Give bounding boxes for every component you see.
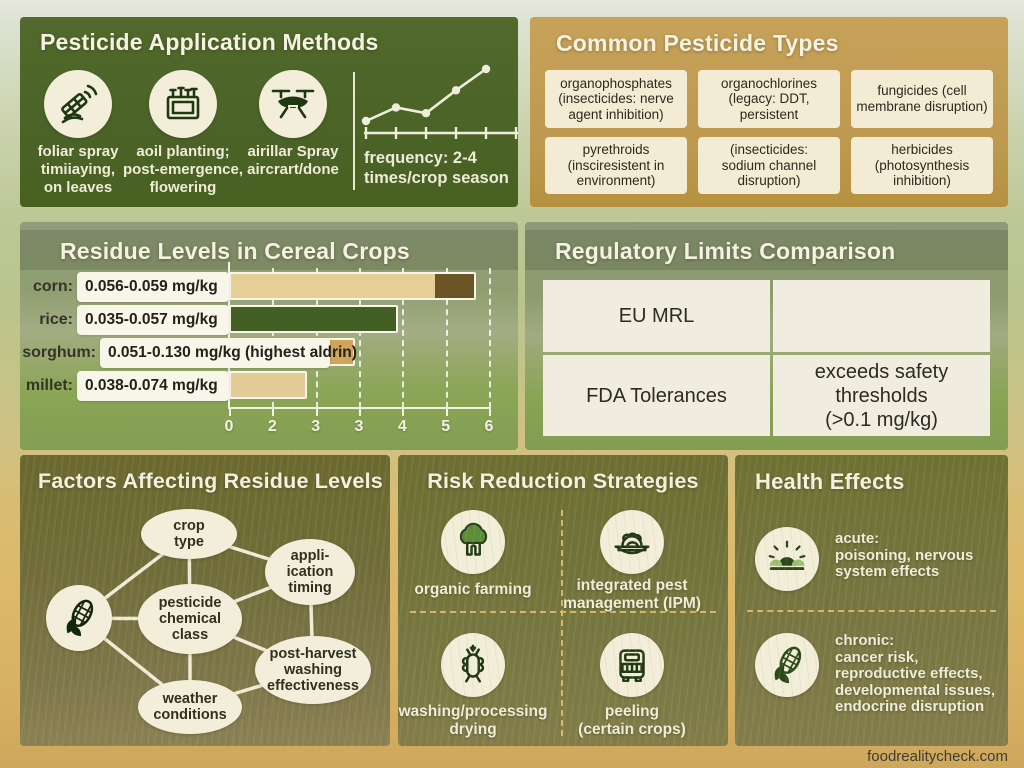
limits-table: EU MRL FDA Tolerances exceeds safety thr…: [543, 280, 990, 436]
method-label: foliar spray timiiaying, on leaves: [37, 143, 119, 196]
drone-icon: [259, 70, 327, 138]
panel-title: Factors Affecting Residue Levels: [38, 469, 383, 493]
value-label-box: 0.038-0.074 mg/kg: [77, 371, 229, 401]
type-box: organochlorines (legacy: DDT, persistent: [698, 70, 840, 128]
factor-node: pesticide chemical class: [138, 584, 242, 654]
title-band: [20, 230, 518, 270]
type-box: organophosphates (insecticides: nerve ag…: [545, 70, 687, 128]
table-cell: exceeds safety thresholds (>0.1 mg/kg): [773, 355, 990, 436]
panel-title: Pesticide Application Methods: [40, 29, 379, 55]
sunrise-icon: [755, 527, 819, 591]
panel-application-methods: Pesticide Application Methods: [20, 17, 518, 207]
panel-regulatory-limits: Regulatory Limits Comparison EU MRL FDA …: [525, 222, 1008, 450]
frequency-caption: frequency: 2-4 times/crop season: [364, 149, 509, 187]
tree-icon: [441, 510, 505, 574]
crop-label: corn:: [33, 278, 73, 295]
table-cell: [773, 280, 990, 352]
pesticide-type-grid: organophosphates (insecticides: nerve ag…: [545, 70, 993, 194]
bar-corn: [229, 272, 476, 300]
dashed-divider: [747, 610, 996, 612]
axis-tick-label: 5: [441, 418, 451, 435]
factor-node: weather conditions: [138, 680, 242, 734]
type-box: fungicides (cell membrane disruption): [851, 70, 993, 128]
crop-label: rice:: [39, 311, 73, 328]
panel-title: Risk Reduction Strategies: [427, 469, 699, 493]
axis-tick-label: 3: [311, 418, 321, 435]
table-cell: FDA Tolerances: [543, 355, 770, 436]
table-cell: EU MRL: [543, 280, 770, 352]
bug-icon: [441, 633, 505, 697]
panel-title: Health Effects: [755, 469, 905, 494]
crop-label: millet:: [25, 377, 73, 394]
value-label-box: 0.035-0.057 mg/kg: [77, 305, 229, 335]
title-band: [525, 230, 1008, 270]
panel-title: Residue Levels in Cereal Crops: [60, 238, 410, 264]
method-label: airillar Spray aircrart/done: [247, 143, 339, 178]
watermark: foodrealitycheck.com: [867, 748, 1008, 765]
corn-icon: [46, 585, 112, 651]
risk-label: organic farming: [414, 581, 532, 598]
type-box: herbicides (photosynthesis inhibition): [851, 136, 993, 194]
axis-tick-label: 3: [354, 418, 364, 435]
panel-factors: Factors Affecting Residue Levels: [20, 455, 390, 746]
panel-residue-levels: Residue Levels in Cereal Crops 0 2 3 3 4 5 6 0.…: [20, 222, 518, 450]
health-entry: acute: poisoning, nervous system effects: [835, 530, 974, 580]
factor-node: post-harvest washing effectiveness: [255, 636, 371, 704]
frequency-line-chart: [361, 64, 518, 139]
risk-label: peeling (certain crops): [578, 703, 686, 738]
dashed-divider-vertical: [561, 510, 563, 736]
panel-pesticide-types: Common Pesticide Types organophosphates …: [530, 17, 1008, 207]
panel-title: Regulatory Limits Comparison: [555, 238, 896, 264]
bar-rice: [229, 305, 398, 333]
value-label-box: 0.056-0.059 mg/kg: [77, 272, 229, 302]
soil-planter-icon: [149, 70, 217, 138]
panel-title: Common Pesticide Types: [556, 30, 839, 56]
factor-node: crop type: [141, 509, 237, 559]
risk-label: integrated pest management (IPM): [563, 577, 701, 612]
health-entry: chronic: cancer risk, reproductive effec…: [835, 632, 996, 715]
axis-tick-label: 6: [484, 418, 494, 435]
panel-health-effects: Health Effects acute: poisoning, nervous…: [735, 455, 1008, 746]
divider: [353, 72, 355, 190]
residue-bar-chart: 0 2 3 3 4 5 6 0.056-0.059 mg/kg corn: 0.035-0.057…: [20, 222, 518, 450]
covered-dish-icon: [600, 510, 664, 574]
type-box: pyrethroids (insciresistent in environme…: [545, 136, 687, 194]
crop-label: sorghum:: [22, 344, 96, 361]
truck-icon: [600, 633, 664, 697]
method-label: aoil planting; post-emergence, flowering: [122, 143, 244, 196]
bar-millet: [229, 371, 307, 399]
corn-cob-icon: [755, 633, 819, 697]
risk-label: washing/processing drying: [398, 703, 548, 738]
bar-corn-dark-segment: [435, 274, 474, 298]
panel-risk-reduction: Risk Reduction Strategies: [398, 455, 728, 746]
dashed-divider-horizontal: [410, 611, 716, 613]
axis-tick-label: 2: [267, 418, 277, 435]
type-box: (insecticides: sodium channel disruption…: [698, 136, 840, 194]
foliar-spray-icon: [44, 70, 112, 138]
axis-tick-label: 4: [397, 418, 407, 435]
value-label-box: 0.051-0.130 mg/kg (highest aldrin): [100, 338, 357, 368]
factor-node: appli- ication timing: [265, 539, 355, 605]
axis-tick-label: 0: [224, 418, 234, 435]
